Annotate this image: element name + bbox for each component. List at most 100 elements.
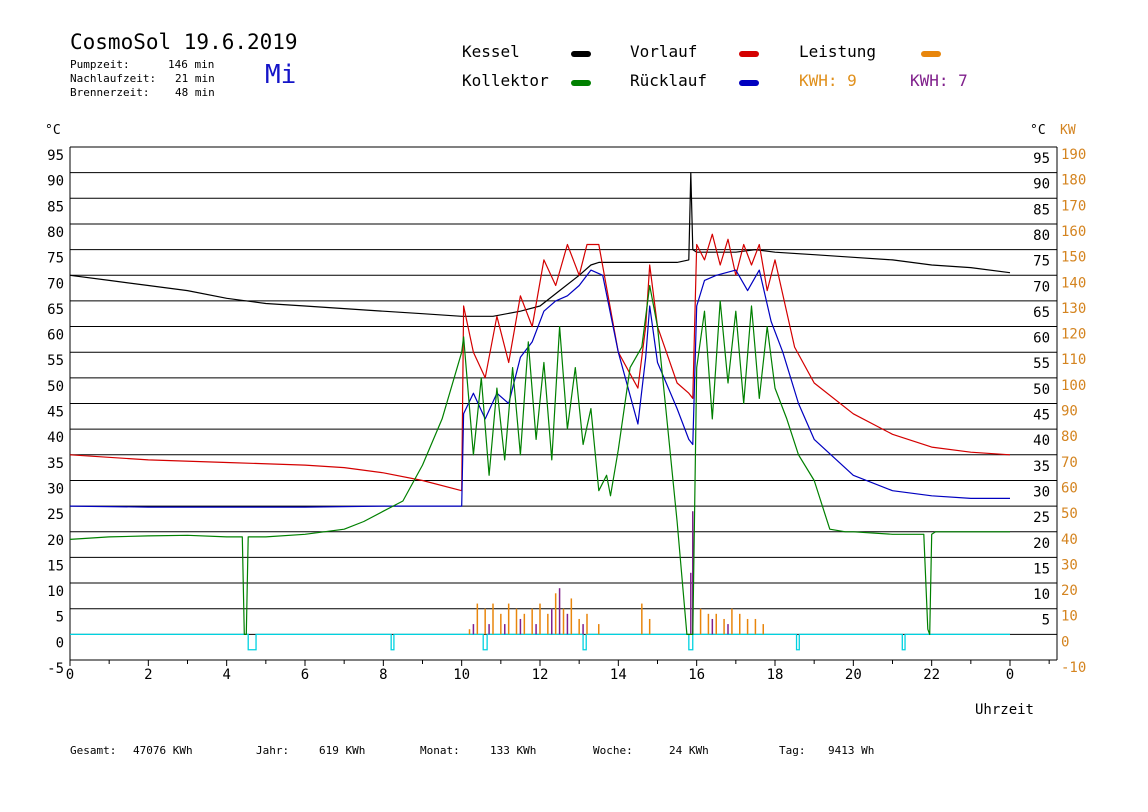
x-tick-label: 14 [610,667,627,683]
y-tick-label: 30 [47,481,64,497]
legend-vorlauf-label: Vorlauf [630,42,698,61]
right-temp-tick-label: 70 [1033,279,1050,295]
y-tick-label: 5 [56,610,64,626]
brennerzeit-label: Brennerzeit: [70,86,150,99]
footer-gesamt-value: 47076 KWh [133,744,193,757]
power-tick-label: 160 [1061,224,1086,240]
power-tick-label: 140 [1061,275,1086,291]
x-tick-label: 0 [1006,667,1014,683]
right-temp-tick-label: 15 [1033,561,1050,577]
x-tick-label: 12 [532,667,549,683]
kollektor-line [69,284,1010,635]
x-tick-label: 8 [379,667,387,683]
power-tick-label: 40 [1061,532,1078,548]
right-temp-tick-label: 65 [1033,305,1050,321]
y-tick-label: 50 [47,379,64,395]
pumpzeit-label: Pumpzeit: [70,58,130,71]
y-tick-label: 70 [47,276,64,292]
y-tick-label: 75 [47,251,64,267]
power-tick-label: 100 [1061,378,1086,394]
y-tick-label: 15 [47,558,64,574]
power-tick-label: 190 [1061,147,1086,163]
right-temp-tick-label: 35 [1033,459,1050,475]
right-temp-tick-label: 25 [1033,510,1050,526]
nachlaufzeit-label: Nachlaufzeit: [70,72,157,85]
footer-jahr-value: 619 KWh [319,744,366,757]
right-temp-tick-label: 90 [1033,177,1050,193]
legend-leistung-swatch [921,51,941,57]
right-temp-tick-label: 95 [1033,151,1050,167]
legend-ruecklauf-swatch [739,80,759,86]
right-temp-tick-label: 20 [1033,536,1050,552]
legend-ruecklauf-label: Rücklauf [630,71,708,90]
right-temp-tick-label: 50 [1033,382,1050,398]
right-temp-tick-label: 40 [1033,433,1050,449]
right-temp-tick-label: 75 [1033,254,1050,270]
footer-jahr-label: Jahr: [256,744,290,757]
x-tick-label: 6 [301,667,309,683]
footer-monat-label: Monat: [420,744,460,757]
power-tick-label: 150 [1061,250,1086,266]
y-tick-label: 55 [47,353,64,369]
power-tick-label: 110 [1061,352,1086,368]
power-tick-label: 180 [1061,173,1086,189]
ruecklauf-line [69,269,1010,508]
power-tick-label: 50 [1061,506,1078,522]
x-tick-label: 22 [923,667,940,683]
footer-tag-label: Tag: [779,744,806,757]
y-tick-label: 60 [47,328,64,344]
right-temp-tick-label: 30 [1033,484,1050,500]
legend-kollektor-swatch [571,80,591,86]
legend-kwh2-label: KWH: 7 [910,71,968,90]
y-axis-right-unit: °C [1030,123,1046,138]
legend-vorlauf-swatch [739,51,759,57]
x-tick-label: 2 [144,667,152,683]
footer-gesamt-label: Gesamt: [70,744,117,757]
y-tick-label: 65 [47,302,64,318]
y-tick-label: 85 [47,199,64,215]
legend-kollektor-label: Kollektor [462,71,549,90]
y-tick-label: 45 [47,405,64,421]
legend-kessel-label: Kessel [462,42,520,61]
power-tick-label: 130 [1061,301,1086,317]
footer-tag-value: 9413 Wh [828,744,875,757]
power-tick-label: 60 [1061,480,1078,496]
footer-monat-value: 133 KWh [490,744,537,757]
right-temp-tick-label: 5 [1042,613,1050,629]
chart-title: CosmoSol 19.6.2019 [70,30,298,54]
y-tick-label: 0 [56,635,64,651]
x-tick-label: 0 [66,667,74,683]
legend-leistung-label: Leistung [799,42,877,61]
right-temp-tick-label: 55 [1033,356,1050,372]
y-tick-label: 95 [47,148,64,164]
x-tick-label: 16 [688,667,705,683]
power-tick-label: -10 [1061,660,1086,676]
nachlaufzeit-value: 21 min [175,72,215,85]
y-axis-left-unit: °C [45,123,61,138]
brennerzeit-value: 48 min [175,86,215,99]
y-tick-label: -5 [47,661,64,677]
y-tick-label: 20 [47,533,64,549]
y-tick-label: 80 [47,225,64,241]
right-temp-tick-label: 10 [1033,587,1050,603]
pump-status-line [70,633,1010,651]
power-axis-unit: KW [1060,123,1076,138]
y-tick-label: 40 [47,430,64,446]
x-tick-label: 10 [453,667,470,683]
power-tick-label: 70 [1061,455,1078,471]
right-temp-tick-label: 85 [1033,202,1050,218]
footer-woche-label: Woche: [593,744,633,757]
right-temp-tick-label: 45 [1033,408,1050,424]
x-tick-label: 4 [222,667,230,683]
x-tick-label: 18 [767,667,784,683]
vorlauf-line [69,233,1011,492]
kessel-line [69,172,1011,317]
y-tick-label: 25 [47,507,64,523]
power-tick-label: 20 [1061,583,1078,599]
y-tick-label: 35 [47,456,64,472]
power-tick-label: 80 [1061,429,1078,445]
y-tick-label: 10 [47,584,64,600]
legend-kessel-swatch [571,51,591,57]
pumpzeit-value: 146 min [168,58,215,71]
